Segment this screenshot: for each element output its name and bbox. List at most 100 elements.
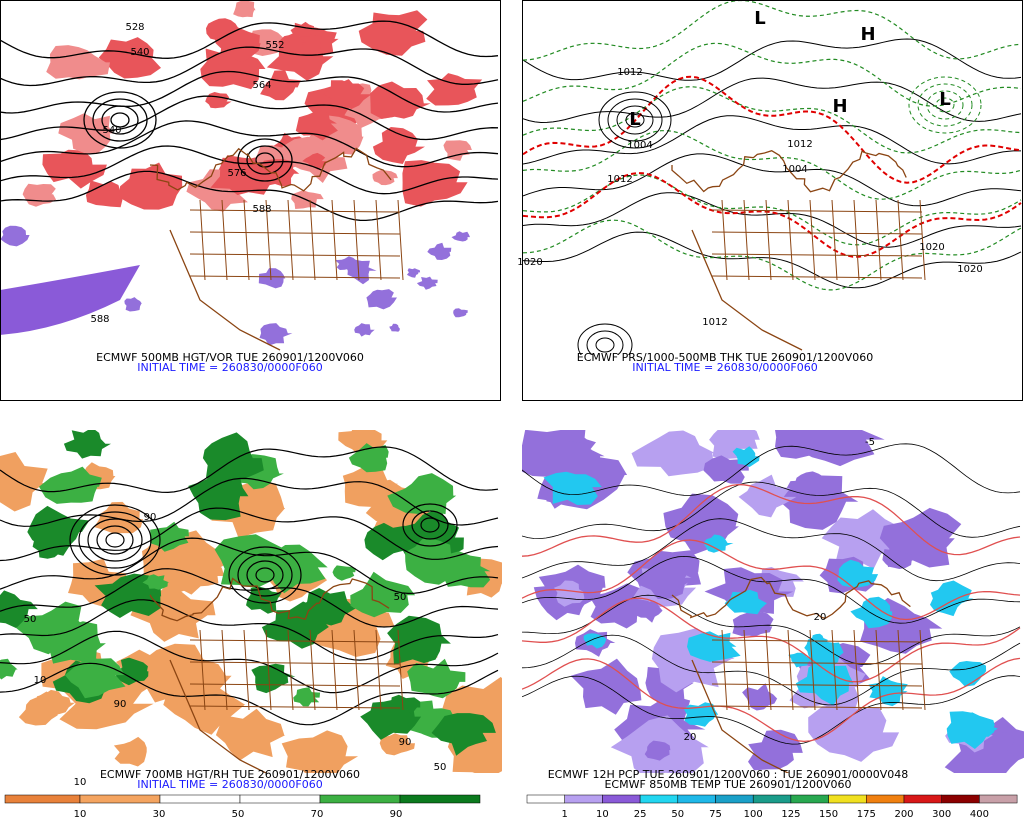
vorticity (233, 1, 256, 18)
vorticity (323, 80, 372, 110)
state-border (397, 629, 404, 711)
state-border (765, 199, 772, 281)
humidity (18, 691, 67, 726)
map (1, 1, 499, 351)
precip (788, 652, 812, 668)
contour-label: 1012 (702, 317, 727, 328)
contour (917, 83, 973, 127)
contour (0, 568, 499, 628)
colorbar-segment (790, 794, 829, 804)
contour-label: 50 (434, 762, 447, 773)
contour (523, 219, 1022, 291)
colorbar-segment (941, 794, 980, 804)
contour-label: 588 (252, 204, 271, 215)
colorbar-label: 400 (970, 809, 989, 819)
precip (732, 446, 760, 467)
state-border (711, 639, 923, 643)
vorticity (42, 149, 107, 189)
state-border (287, 629, 294, 711)
contour (522, 597, 1021, 683)
humidity (281, 730, 359, 773)
precip (703, 455, 749, 484)
colorbar-label: 10 (74, 809, 87, 819)
contour (83, 91, 157, 149)
state-border (189, 209, 401, 213)
contour (523, 77, 1022, 124)
contour-label: 1012 (787, 139, 812, 150)
vorticity (206, 18, 241, 41)
state-border (375, 199, 382, 281)
vorticity (402, 160, 468, 207)
contour-label: 1012 (607, 174, 632, 185)
contour-label: 528 (125, 22, 144, 33)
contour (255, 152, 275, 168)
precip (742, 683, 778, 711)
colorbar-label: 75 (709, 809, 722, 819)
state-border (287, 199, 294, 281)
precip (949, 661, 987, 687)
precip (703, 534, 734, 553)
contour (908, 76, 982, 134)
colorbar-segment (639, 794, 679, 804)
contour (522, 483, 1021, 557)
contour (522, 675, 1021, 745)
precip (570, 658, 642, 715)
precip (709, 430, 760, 459)
contour (935, 97, 955, 113)
state-border (189, 231, 401, 235)
precip (724, 589, 767, 615)
humidity (39, 466, 102, 504)
colorbar-segment (79, 794, 161, 804)
precip (795, 661, 854, 706)
contour-label: H (832, 96, 847, 117)
precip (946, 711, 998, 749)
contour-label: 1020 (957, 264, 982, 275)
state-border (743, 199, 750, 281)
state-border (375, 629, 382, 711)
contour (616, 105, 654, 135)
state-border (711, 231, 923, 235)
state-border (919, 199, 926, 281)
contour (523, 172, 1022, 258)
contour (0, 599, 499, 661)
contour (246, 560, 284, 590)
humidity (431, 713, 496, 756)
caption: ECMWF 12H PCP TUE 260901/1200V060 : TUE … (548, 768, 909, 781)
coastline (169, 659, 268, 773)
state-border (711, 683, 923, 687)
state-border (189, 705, 401, 709)
contour (0, 537, 499, 595)
state-border (711, 705, 923, 709)
vorticity (427, 242, 452, 260)
contour (96, 525, 134, 555)
colorbar-label: 10 (596, 809, 609, 819)
contour (0, 446, 499, 494)
contour (625, 112, 645, 128)
colorbar-label: 125 (781, 809, 800, 819)
colorbar-segment (866, 794, 905, 804)
humidity (350, 571, 416, 618)
humidity (0, 658, 18, 680)
colorbar-segment (752, 794, 792, 804)
precip (782, 430, 885, 467)
humidity (32, 533, 71, 559)
colorbar-segment (564, 794, 603, 804)
contour (523, 231, 1022, 289)
precip (583, 633, 607, 649)
contour (522, 443, 1021, 496)
caption-sub: INITIAL TIME = 260830/0000F060 (137, 361, 322, 374)
contour (523, 86, 1022, 154)
humidity (142, 574, 170, 590)
humidity (215, 708, 286, 761)
humidity (407, 658, 466, 699)
state-border (189, 275, 401, 279)
colorbar-label: 90 (390, 809, 403, 819)
state-border (221, 629, 228, 711)
vorticity (443, 140, 472, 161)
humidity (332, 565, 356, 581)
state-border (765, 629, 772, 711)
contour (1, 120, 499, 168)
state-border (721, 629, 728, 711)
colorbar-label: 30 (153, 809, 166, 819)
